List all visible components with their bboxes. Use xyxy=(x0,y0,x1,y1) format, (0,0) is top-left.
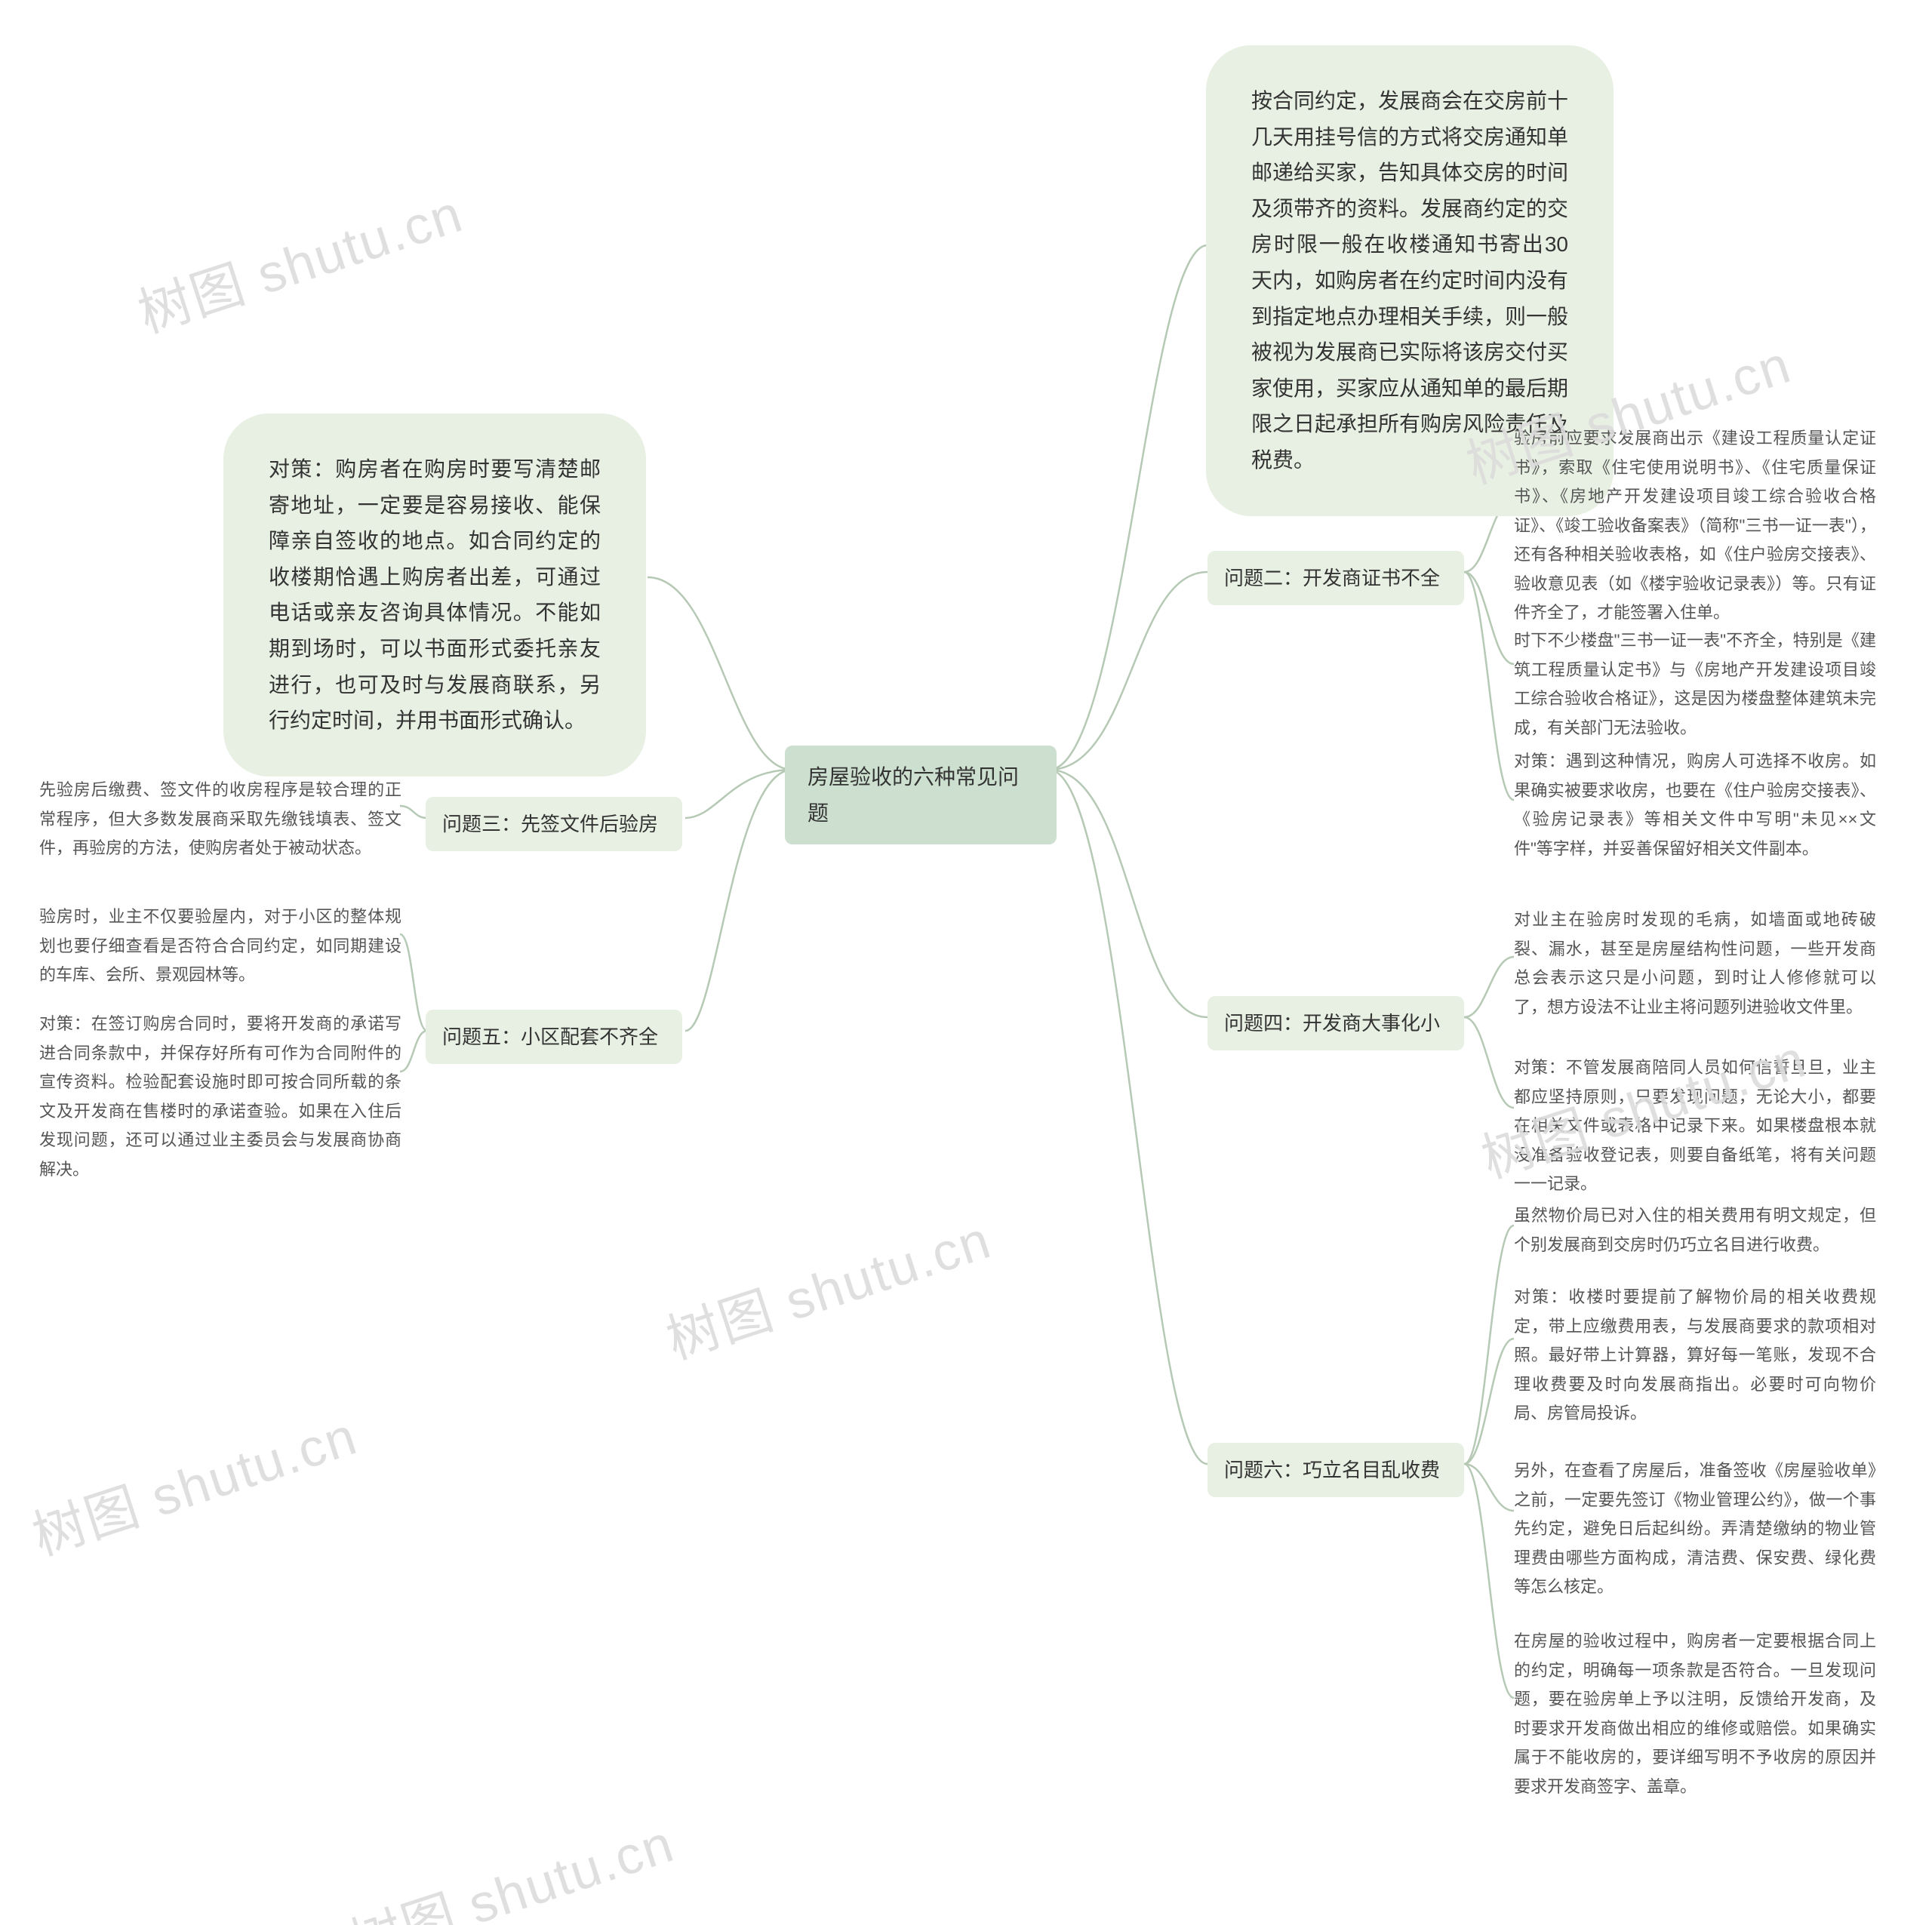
q6-leaf-2: 另外，在查看了房屋后，准备签收《房屋验收单》之前，一定要先签订《物业管理公约》，… xyxy=(1514,1456,1876,1602)
q4-leaf-0: 对业主在验房时发现的毛病，如墙面或地砖破裂、漏水，甚至是房屋结构性问题，一些开发… xyxy=(1514,906,1876,1022)
q6-leaf-1: 对策：收楼时要提前了解物价局的相关收费规定，带上应缴费用表，与发展商要求的款项相… xyxy=(1514,1283,1876,1428)
q2-leaf-2: 对策：遇到这种情况，购房人可选择不收房。如果确实被要求收房，也要在《住户验房交接… xyxy=(1514,747,1876,863)
watermark: 树图 shutu.cn xyxy=(339,1801,682,1925)
q1-left-big-leaf: 对策：购房者在购房时要写清楚邮寄地址，一定要是容易接收、能保障亲自签收的地点。如… xyxy=(223,414,646,776)
q2-leaf-0: 验房前应要求发展商出示《建设工程质量认定证书》，索取《住宅使用说明书》、《住宅质… xyxy=(1514,424,1876,628)
q4-leaf-1: 对策：不管发展商陪同人员如何信誓旦旦，业主都应坚持原则，只要发现问题，无论大小，… xyxy=(1514,1053,1876,1199)
q3-leaf-0: 先验房后缴费、签文件的收房程序是较合理的正常程序，但大多数发展商采取先缴钱填表、… xyxy=(39,776,401,863)
branch-q3: 问题三：先签文件后验房 xyxy=(426,797,682,851)
watermark: 树图 shutu.cn xyxy=(656,1198,999,1374)
branch-q2: 问题二：开发商证书不全 xyxy=(1208,551,1464,605)
q6-leaf-3: 在房屋的验收过程中，购房者一定要根据合同上的约定，明确每一项条款是否符合。一旦发… xyxy=(1514,1627,1876,1801)
q6-leaf-0: 虽然物价局已对入住的相关费用有明文规定，但个别发展商到交房时仍巧立名目进行收费。 xyxy=(1514,1201,1876,1259)
branch-q4: 问题四：开发商大事化小 xyxy=(1208,996,1464,1050)
center-node: 房屋验收的六种常见问题 xyxy=(785,746,1057,844)
q2-leaf-1: 时下不少楼盘"三书一证一表"不齐全，特别是《建筑工程质量认定书》与《房地产开发建… xyxy=(1514,626,1876,743)
branch-q6: 问题六：巧立名目乱收费 xyxy=(1208,1443,1464,1497)
branch-q5: 问题五：小区配套不齐全 xyxy=(426,1010,682,1064)
q5-leaf-0: 验房时，业主不仅要验屋内，对于小区的整体规划也要仔细查看是否符合合同约定，如同期… xyxy=(39,903,401,990)
watermark: 树图 shutu.cn xyxy=(22,1394,365,1570)
q5-leaf-1: 对策：在签订购房合同时，要将开发商的承诺写进合同条款中，并保存好所有可作为合同附… xyxy=(39,1010,401,1184)
watermark: 树图 shutu.cn xyxy=(128,171,471,348)
